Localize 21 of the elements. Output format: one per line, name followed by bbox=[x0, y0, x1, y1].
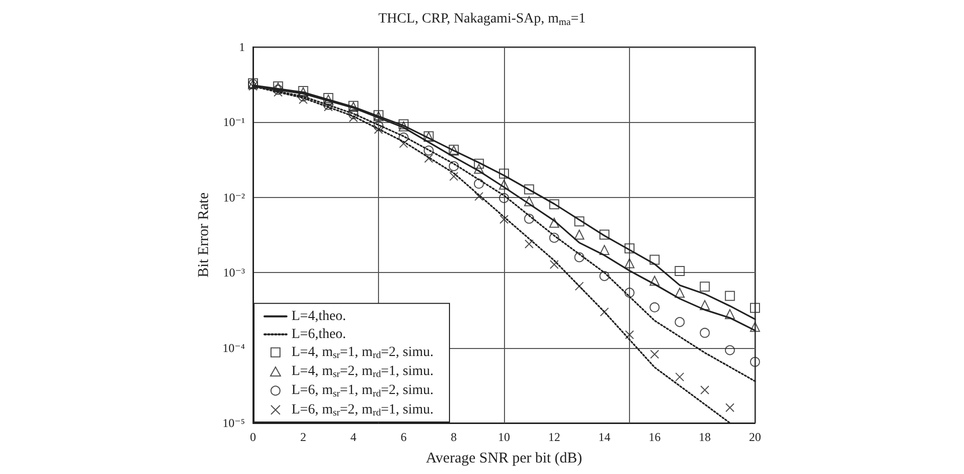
x-tick-label: 8 bbox=[450, 430, 457, 444]
x-axis-title: Average SNR per bit (dB) bbox=[426, 450, 582, 466]
x-tick-label: 4 bbox=[350, 430, 356, 444]
x-tick-label: 16 bbox=[648, 430, 661, 444]
legend-label: L=4,theo. bbox=[292, 308, 346, 324]
y-tick-label: 10⁻⁵ bbox=[222, 416, 245, 430]
y-tick-label: 10⁻⁴ bbox=[222, 340, 245, 355]
x-tick-label: 18 bbox=[698, 430, 711, 444]
y-tick-label: 10⁻³ bbox=[223, 266, 246, 280]
y-tick-label: 10⁻¹ bbox=[223, 115, 246, 130]
x-tick-label: 12 bbox=[548, 430, 560, 444]
x-tick-label: 10 bbox=[498, 430, 510, 444]
legend-label: L=6,theo. bbox=[292, 326, 346, 342]
x-tick-label: 14 bbox=[598, 430, 610, 444]
x-tick-label: 20 bbox=[749, 430, 761, 444]
x-tick-label: 6 bbox=[400, 430, 407, 444]
x-tick-label: 2 bbox=[300, 430, 306, 444]
y-tick-label: 10⁻² bbox=[223, 190, 246, 204]
x-tick-label: 0 bbox=[250, 430, 256, 444]
y-tick-label: 1 bbox=[239, 40, 245, 54]
y-axis-title: Bit Error Rate bbox=[196, 192, 212, 278]
